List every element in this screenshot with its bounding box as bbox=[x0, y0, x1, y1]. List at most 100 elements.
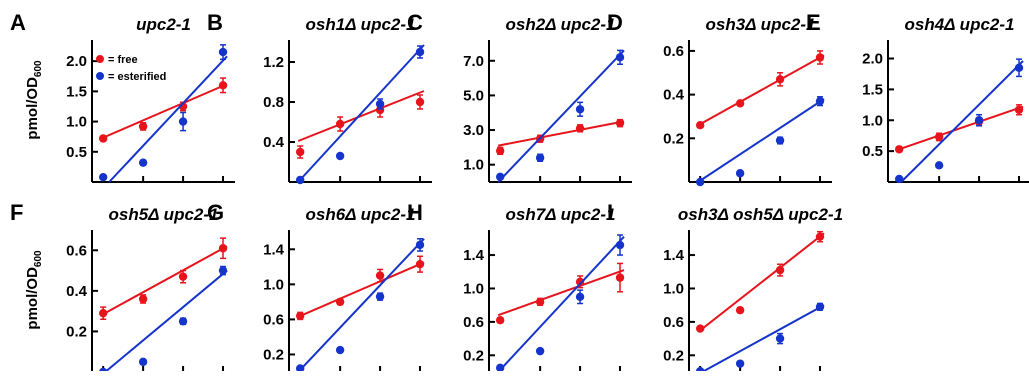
fit-line-esterified bbox=[701, 304, 825, 373]
data-point-esterified bbox=[138, 158, 148, 167]
y-tick-label: 5.0 bbox=[463, 87, 484, 104]
data-point-free bbox=[495, 316, 505, 325]
ylabel-subscript: 600 bbox=[33, 250, 44, 267]
data-point-free bbox=[218, 244, 228, 253]
data-point-esterified bbox=[295, 364, 305, 373]
ylabel-main: pmol/OD bbox=[24, 267, 41, 330]
data-point-free bbox=[335, 119, 345, 129]
series-free bbox=[295, 255, 425, 321]
panel-title: osh4Δ upc2-1 bbox=[905, 15, 1015, 34]
series-free bbox=[495, 118, 625, 156]
panel-title: osh3Δ upc2-1 bbox=[706, 15, 816, 34]
data-point-free bbox=[735, 305, 745, 315]
y-tick-label: 0.2 bbox=[663, 347, 684, 364]
data-point-esterified bbox=[178, 117, 188, 126]
data-point-free bbox=[735, 99, 745, 108]
data-point-esterified bbox=[535, 346, 545, 356]
y-tick-label: 0.4 bbox=[263, 134, 285, 151]
svg-text:pmol/OD600: pmol/OD600 bbox=[24, 60, 44, 140]
legend: = free = esterified bbox=[96, 54, 166, 83]
fit-line-esterified bbox=[900, 60, 1024, 183]
data-point-free bbox=[375, 271, 385, 280]
data-point-esterified bbox=[218, 266, 228, 275]
panel-letter: B bbox=[207, 10, 223, 35]
panel-title: upc2-1 bbox=[136, 15, 191, 34]
series-esterified bbox=[894, 58, 1024, 184]
data-point-esterified bbox=[1014, 63, 1024, 72]
panel-title: osh7Δ upc2-1 bbox=[506, 205, 616, 224]
fit-line-esterified bbox=[108, 55, 228, 183]
y-tick-label: 1.2 bbox=[263, 54, 284, 71]
data-point-free bbox=[615, 273, 625, 282]
y-tick-label: 0.2 bbox=[463, 347, 484, 364]
data-point-free bbox=[575, 124, 585, 133]
panel-title: osh2Δ upc2-1 bbox=[506, 15, 616, 34]
y-tick-label: 1.0 bbox=[263, 276, 284, 293]
y-tick-label: 0.6 bbox=[663, 314, 684, 331]
data-point-esterified bbox=[615, 53, 625, 62]
data-point-free bbox=[178, 272, 188, 281]
data-point-free bbox=[535, 297, 545, 307]
data-point-esterified bbox=[375, 99, 385, 109]
data-point-free bbox=[138, 294, 148, 304]
series-esterified bbox=[695, 96, 825, 187]
fit-line-esterified bbox=[697, 98, 825, 183]
data-point-esterified bbox=[815, 302, 825, 312]
data-point-esterified bbox=[575, 292, 585, 302]
series-free bbox=[98, 77, 228, 143]
y-tick-label: 1.0 bbox=[463, 280, 484, 297]
y-tick-label: 1.4 bbox=[263, 241, 285, 258]
data-point-esterified bbox=[295, 175, 305, 185]
y-tick-label: 7.0 bbox=[463, 53, 484, 70]
series-esterified bbox=[495, 234, 625, 373]
y-tick-label: 1.4 bbox=[663, 247, 685, 264]
panel-title: osh6Δ upc2-1 bbox=[306, 205, 416, 224]
y-tick-label: 2.0 bbox=[66, 53, 87, 70]
ylabel-subscript: 600 bbox=[33, 60, 44, 77]
y-tick-label: 0.6 bbox=[263, 311, 284, 328]
series-esterified bbox=[295, 44, 425, 185]
series-free bbox=[295, 90, 425, 159]
series-esterified bbox=[98, 44, 228, 183]
y-tick-label: 0.4 bbox=[663, 87, 685, 104]
legend-free-marker bbox=[96, 55, 104, 63]
panel-title: osh3Δ osh5Δ upc2-1 bbox=[678, 205, 843, 224]
data-point-free bbox=[775, 75, 785, 84]
data-point-esterified bbox=[375, 292, 385, 301]
series-esterified bbox=[295, 238, 425, 373]
data-point-esterified bbox=[974, 116, 984, 125]
data-point-free bbox=[575, 277, 585, 286]
ylabel-main: pmol/OD bbox=[24, 77, 41, 140]
fit-line-free bbox=[497, 120, 625, 147]
data-point-free bbox=[335, 297, 345, 307]
data-point-free bbox=[894, 145, 904, 154]
y-tick-label: 0.5 bbox=[66, 144, 87, 161]
data-point-esterified bbox=[335, 345, 345, 355]
y-tick-label: 2.0 bbox=[862, 51, 883, 68]
fit-line-esterified bbox=[497, 236, 625, 373]
fit-line-free bbox=[100, 245, 228, 317]
y-tick-label: 0.2 bbox=[66, 323, 87, 340]
data-point-esterified bbox=[735, 359, 745, 368]
panel-letter: G bbox=[207, 200, 224, 225]
y-tick-label: 1.0 bbox=[663, 280, 684, 297]
data-point-esterified bbox=[415, 240, 425, 250]
data-point-free bbox=[375, 105, 385, 115]
y-tick-label: 1.0 bbox=[463, 157, 484, 174]
panel-letter: E bbox=[806, 10, 821, 35]
data-point-free bbox=[815, 53, 825, 62]
data-point-esterified bbox=[495, 363, 505, 373]
fit-line-free bbox=[100, 83, 228, 140]
y-tick-label: 3.0 bbox=[463, 122, 484, 139]
y-tick-label: 0.2 bbox=[263, 346, 284, 363]
data-point-esterified bbox=[98, 172, 108, 182]
panel-letter: C bbox=[407, 10, 423, 35]
series-free bbox=[894, 104, 1024, 154]
y-tick-label: 0.5 bbox=[862, 143, 883, 160]
y-tick-label: 0.6 bbox=[463, 314, 484, 331]
